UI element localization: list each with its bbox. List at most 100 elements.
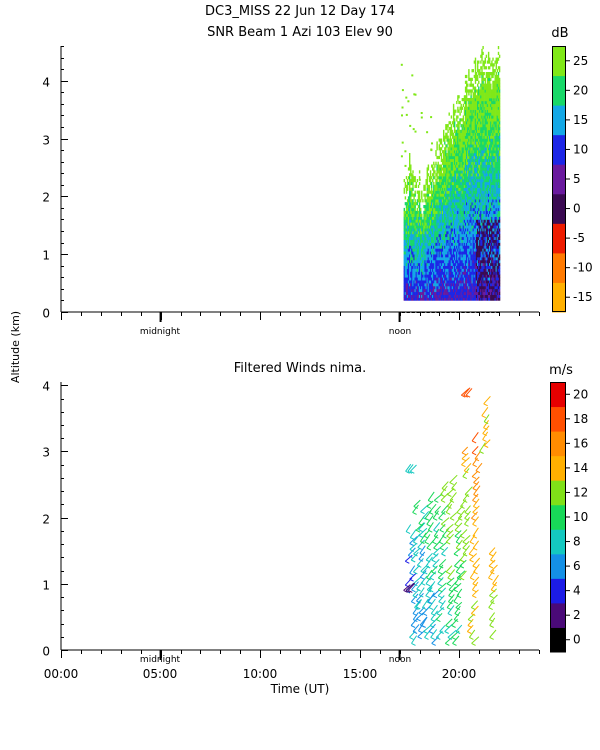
snr-cell: [415, 283, 417, 287]
snr-cell: [463, 132, 466, 136]
snr-cell: [410, 193, 412, 197]
snr-cell: [467, 115, 469, 119]
snr-cell: [444, 233, 446, 238]
snr-cell: [481, 219, 483, 223]
snr-cell: [477, 77, 479, 81]
snr-cell: [487, 138, 490, 142]
snr-cell: [448, 254, 450, 258]
snr-cell: [489, 150, 491, 154]
snr-cell: [452, 115, 455, 119]
snr-cell: [435, 277, 437, 281]
snr-cell: [445, 280, 447, 284]
snr-cell: [415, 268, 417, 272]
snr-cell: [479, 155, 481, 160]
snr-cell: [414, 254, 416, 258]
snr-cell: [416, 283, 419, 287]
snr-cell: [415, 210, 417, 214]
snr-cell: [484, 121, 486, 125]
snr-cell: [461, 291, 463, 295]
snr-cell: [492, 144, 494, 148]
snr-cell: [427, 262, 430, 266]
snr-cell: [457, 106, 459, 110]
snr-cell: [483, 98, 485, 102]
snr-cell: [421, 283, 423, 287]
snr-cell: [471, 251, 473, 255]
snr-cell: [495, 138, 497, 142]
snr-cell: [449, 161, 451, 165]
snr-cell: [483, 153, 485, 157]
snr-cell: [486, 288, 489, 293]
snr-cell: [469, 158, 471, 162]
snr-cell: [490, 155, 492, 160]
snr-cell: [447, 260, 449, 264]
snr-cell: [491, 132, 493, 136]
snr-cell: [490, 202, 492, 206]
snr-cell: [438, 170, 440, 174]
snr-cell: [469, 124, 471, 128]
snr-cell: [405, 257, 408, 261]
snr-cell: [433, 161, 435, 165]
snr-cell: [459, 265, 461, 269]
snr-cell: [422, 257, 424, 261]
snr-cell: [455, 207, 457, 212]
snr-cell: [411, 262, 413, 266]
snr-cell: [454, 277, 456, 281]
snr-cell: [455, 233, 457, 238]
snr-cell: [433, 242, 435, 246]
snr-cell: [475, 239, 478, 243]
snr-cell: [416, 213, 419, 217]
snr-cell: [456, 219, 458, 223]
snr-cell: [494, 69, 496, 73]
snr-cell: [463, 262, 466, 266]
snr-cell: [470, 193, 472, 197]
snr-cell: [466, 115, 468, 119]
snr-cell: [486, 150, 489, 154]
snr-cell: [475, 202, 478, 206]
snr-cell: [491, 135, 493, 139]
snr-cell: [451, 260, 454, 264]
snr-cell: [432, 233, 434, 238]
snr-cell: [466, 283, 468, 287]
snr-cell: [439, 233, 442, 238]
snr-cell: [443, 257, 445, 261]
snr-cell: [481, 57, 483, 61]
snr-cell: [437, 222, 439, 226]
snr-cell: [463, 231, 466, 235]
snr-cell: [487, 207, 490, 212]
snr-cell: [427, 257, 430, 261]
snr-cell: [474, 216, 477, 220]
snr-cell: [446, 216, 448, 220]
snr-cell: [418, 216, 421, 220]
snr-cell: [487, 155, 490, 160]
snr-cell: [445, 173, 447, 177]
snr-cell: [473, 210, 476, 214]
snr-cell: [425, 202, 427, 206]
snr-cell: [406, 225, 409, 229]
snr-cell: [440, 141, 443, 145]
snr-cell: [477, 103, 479, 107]
snr-cell: [436, 262, 438, 266]
snr-cell: [433, 257, 435, 261]
snr-cell: [484, 199, 486, 203]
snr-cell: [491, 265, 493, 269]
snr-cell: [491, 268, 493, 272]
snr-cell: [493, 164, 495, 168]
snr-cell: [482, 242, 484, 246]
snr-cell: [421, 216, 423, 220]
snr-cell: [448, 260, 450, 264]
snr-cell: [428, 228, 431, 232]
snr-cell: [486, 219, 489, 223]
snr-cell: [462, 245, 465, 249]
snr-cell: [493, 161, 495, 165]
snr-cell: [457, 124, 459, 128]
snr-cell: [492, 98, 494, 102]
snr-cell: [427, 297, 430, 301]
snr-cell: [466, 147, 468, 151]
snr-cell: [492, 288, 494, 293]
snr-cell: [458, 100, 460, 105]
snr-cell: [495, 150, 497, 154]
snr-cell: [486, 86, 489, 90]
snr-cell: [466, 196, 468, 200]
snr-cell: [491, 129, 493, 133]
snr-cell: [437, 176, 439, 180]
